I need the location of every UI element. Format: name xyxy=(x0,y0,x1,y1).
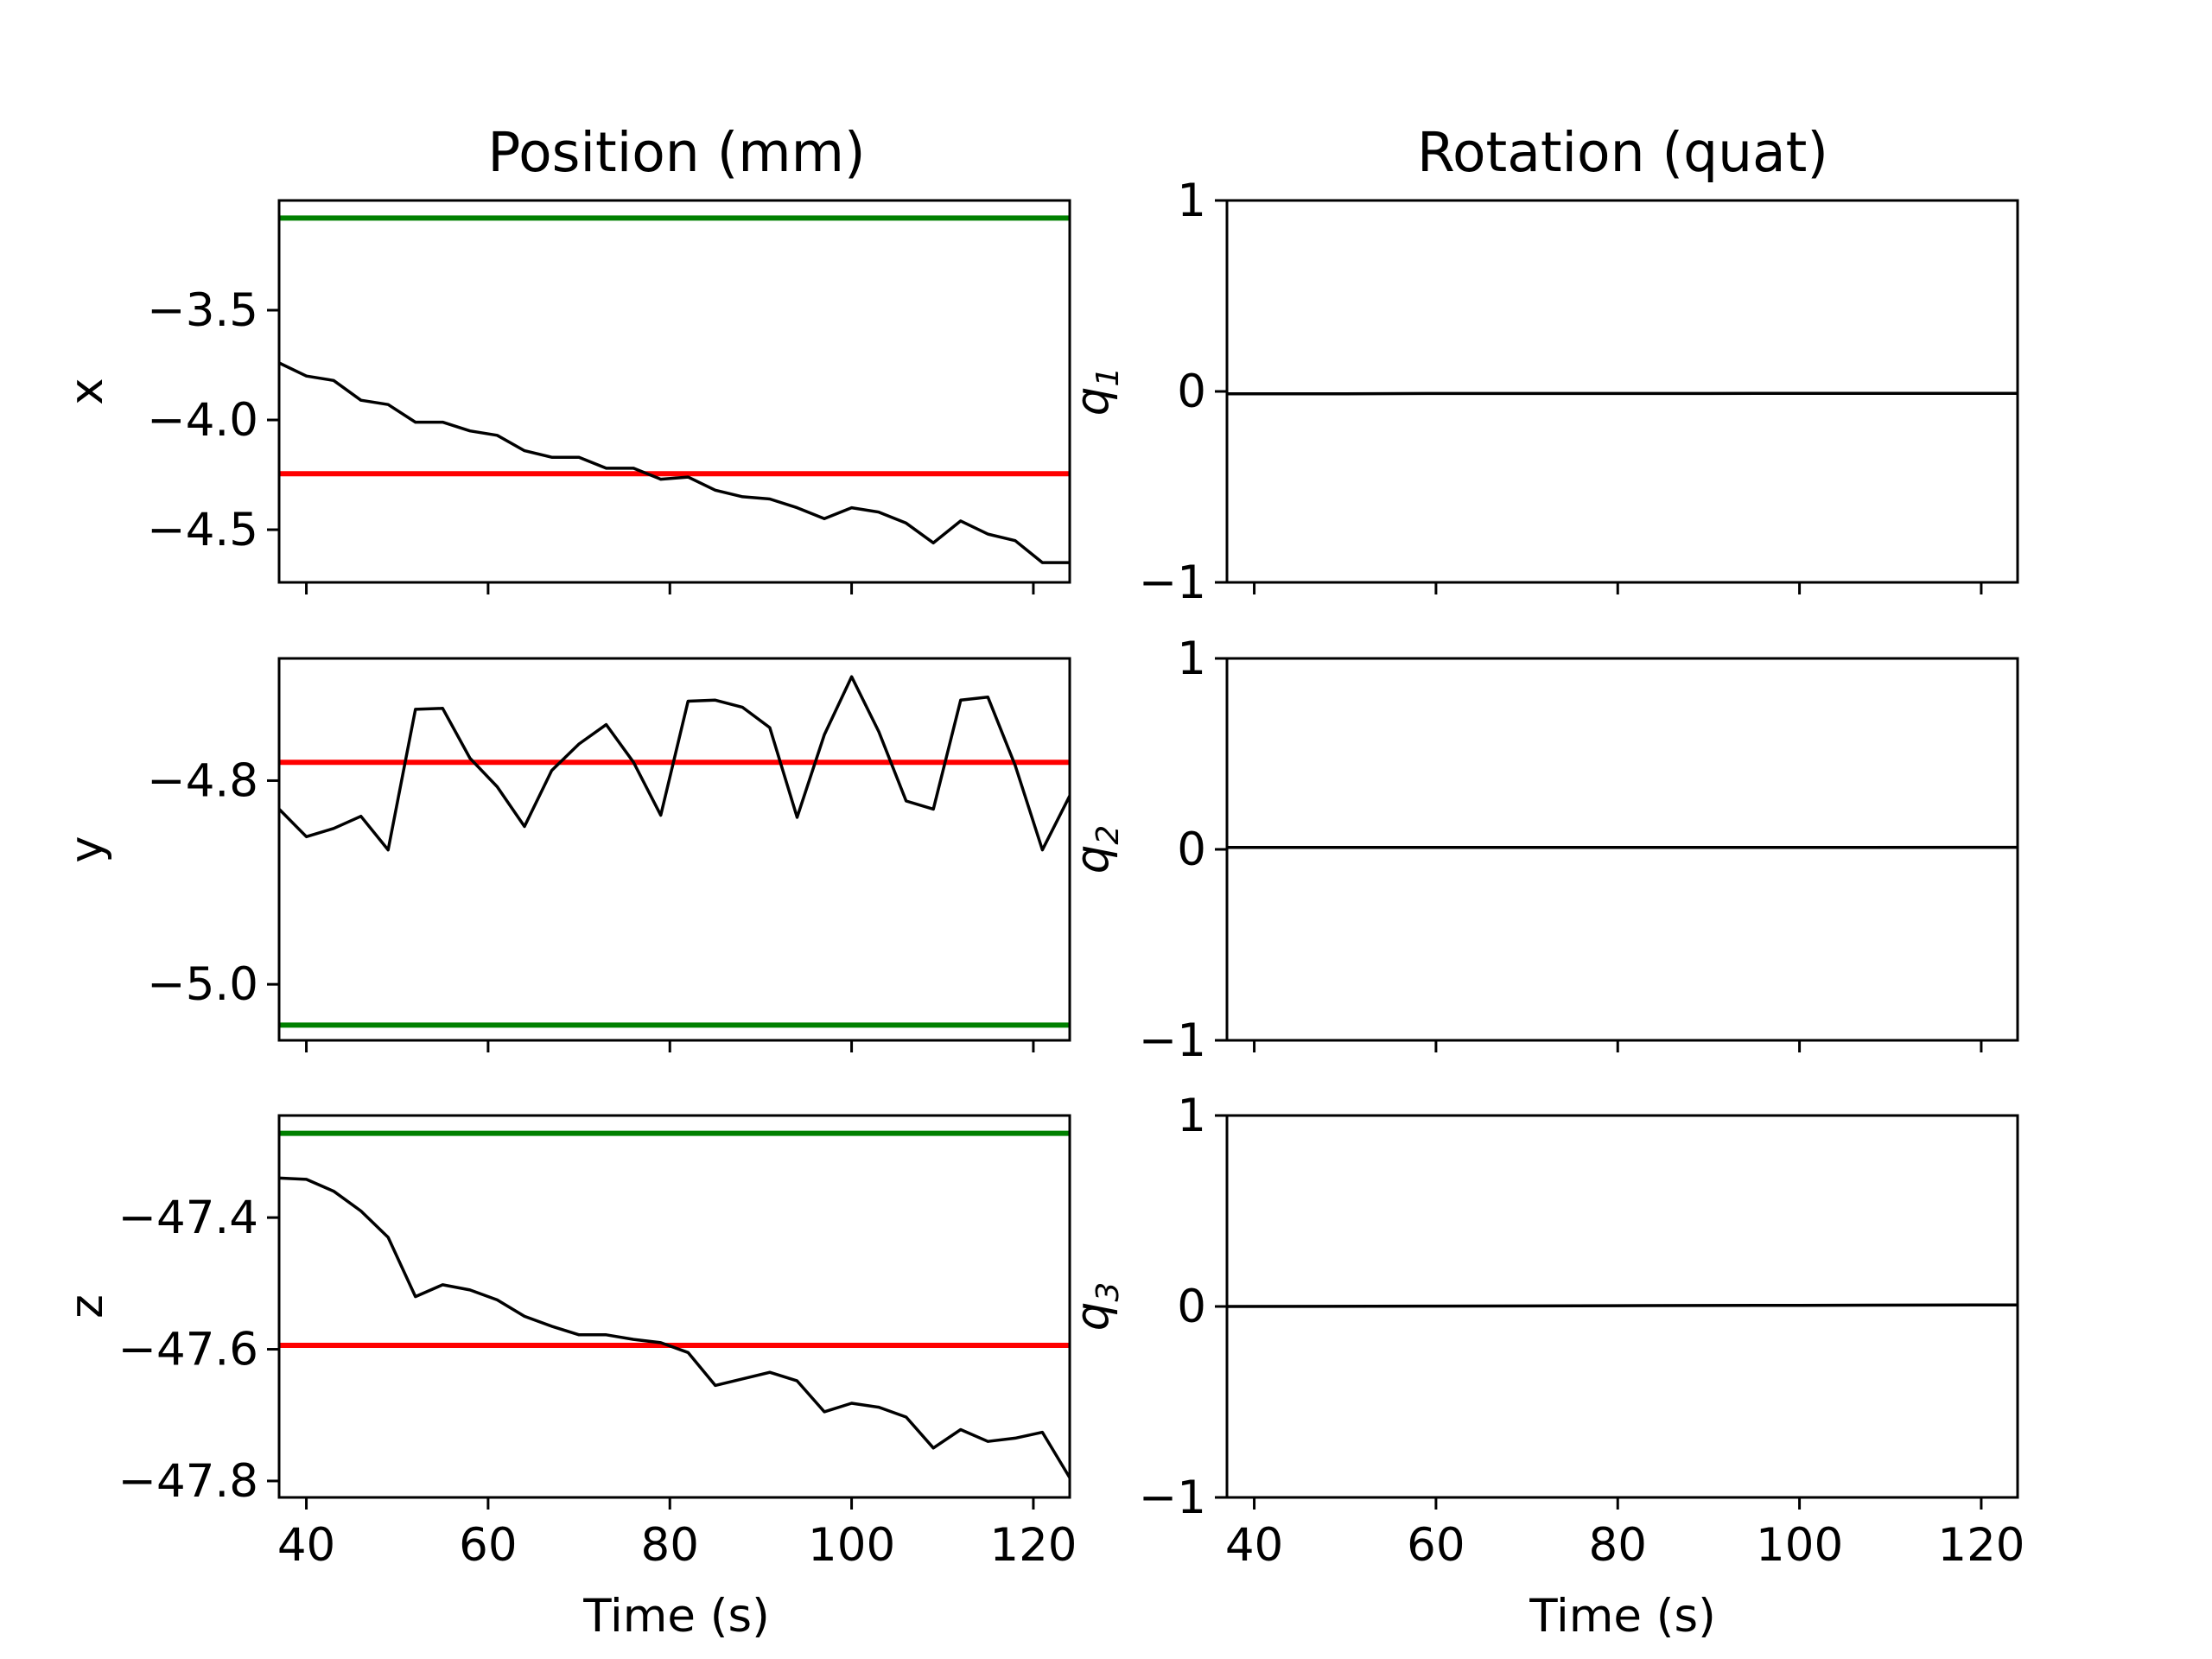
ylabel-q2: q2 xyxy=(1066,825,1126,874)
series-line-x xyxy=(278,361,1070,564)
axes-frame-x xyxy=(277,199,1071,584)
xtick-label-q3-3: 100 xyxy=(1756,1519,1843,1572)
xtick-label-q3-1: 60 xyxy=(1407,1519,1465,1572)
ytick-label-x-1: −4.0 xyxy=(147,394,258,447)
ytick-label-q1-1: 0 xyxy=(1177,365,1206,418)
xtick-label-z-3: 100 xyxy=(808,1519,895,1572)
ytick-label-z-1: −47.6 xyxy=(118,1324,258,1376)
panel-z: −47.4 −47.6 −47.8 40 60 80 100 120 z xyxy=(60,1114,1077,1572)
panel-q3: 1 0 −1 40 60 80 100 120 q3 xyxy=(1066,1090,2025,1572)
ytick-label-q2-1: 0 xyxy=(1177,823,1206,876)
ytick-label-x-2: −4.5 xyxy=(147,504,258,556)
series-line-q1 xyxy=(1227,391,2018,396)
title-rotation: Rotation (quat) xyxy=(1417,121,1828,184)
ytick-label-z-2: −47.8 xyxy=(118,1455,258,1508)
ytick-label-q2-2: −1 xyxy=(1139,1014,1206,1067)
ytick-label-x-0: −3.5 xyxy=(147,284,258,337)
ytick-label-q1-2: −1 xyxy=(1139,556,1206,609)
ytick-label-z-0: −47.4 xyxy=(118,1192,258,1244)
panel-x: −3.5 −4.0 −4.5 x xyxy=(60,199,1071,594)
ylabel-z: z xyxy=(60,1294,113,1319)
xtick-label-z-1: 60 xyxy=(459,1519,517,1572)
xtick-label-q3-0: 40 xyxy=(1225,1519,1283,1572)
ytick-label-y-0: −4.8 xyxy=(147,754,258,807)
xtick-label-q3-4: 120 xyxy=(1937,1519,2024,1572)
series-line-z xyxy=(278,1176,1071,1479)
series-line-y xyxy=(277,675,1071,852)
axes-frame-y xyxy=(277,657,1071,1042)
ytick-label-q3-1: 0 xyxy=(1177,1281,1206,1333)
axes-frame-q1 xyxy=(1225,199,2019,584)
ylabel-y: y xyxy=(60,836,113,862)
xtick-label-z-0: 40 xyxy=(277,1519,335,1572)
ytick-label-q3-2: −1 xyxy=(1139,1471,1206,1524)
ytick-label-y-1: −5.0 xyxy=(147,958,258,1011)
ytick-label-q3-0: 1 xyxy=(1177,1090,1206,1142)
xtick-label-q3-2: 80 xyxy=(1589,1519,1647,1572)
ytick-label-q1-0: 1 xyxy=(1177,175,1206,227)
ytick-label-q2-0: 1 xyxy=(1177,632,1206,685)
ylabel-q1: q1 xyxy=(1066,367,1126,416)
xlabel-right: Time (s) xyxy=(1529,1590,1716,1643)
title-position: Position (mm) xyxy=(487,121,865,184)
panel-q1: 1 0 −1 q1 xyxy=(1066,175,2019,609)
axes-frame-q2 xyxy=(1225,657,2019,1042)
xtick-label-z-2: 80 xyxy=(641,1519,699,1572)
axes-frame-z xyxy=(277,1114,1071,1499)
xlabel-left: Time (s) xyxy=(582,1590,770,1643)
ylabel-x: x xyxy=(60,378,113,404)
xtick-label-z-4: 120 xyxy=(989,1519,1077,1572)
ylabel-q3: q3 xyxy=(1066,1282,1126,1332)
panel-q2: 1 0 −1 q2 xyxy=(1066,632,2019,1067)
series-line-q3 xyxy=(1226,1303,2018,1308)
panel-y: −4.8 −5.0 y xyxy=(60,657,1071,1052)
